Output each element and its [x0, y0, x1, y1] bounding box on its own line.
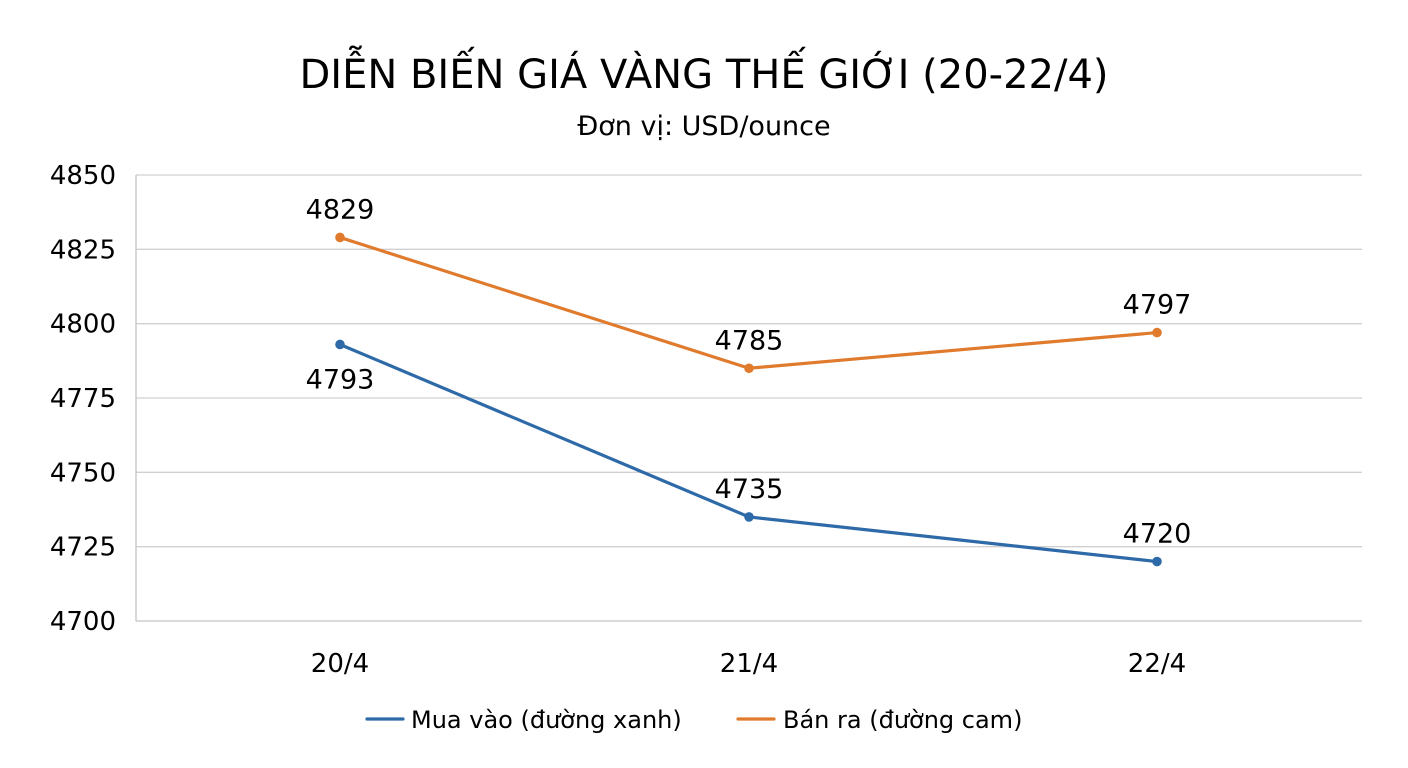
y-tick-label-4850: 4850	[50, 161, 116, 191]
y-axis-ticks: 4700 4725 4750 4775 4800 4825 4850	[50, 161, 116, 637]
series-0: 4793 4735 4720	[306, 339, 1192, 567]
x-tick-label-1: 21/4	[720, 649, 778, 679]
x-axis-ticks: 20/4 21/4 22/4	[311, 649, 1186, 679]
legend-item-1: Bán ra (đường cam)	[736, 706, 1022, 734]
data-point-0-0	[335, 339, 345, 350]
data-label-0-0: 4793	[306, 364, 375, 395]
gridlines	[135, 174, 1362, 622]
legend-label-0: Mua vào (đường xanh)	[411, 706, 682, 734]
x-tick-label-2: 22/4	[1128, 649, 1186, 679]
legend: Mua vào (đường xanh) Bán ra (đường cam)	[365, 706, 1022, 734]
data-label-0-2: 4720	[1123, 519, 1192, 550]
data-label-1-0: 4829	[306, 194, 375, 225]
y-tick-label-4775: 4775	[50, 384, 116, 414]
data-point-1-0	[335, 232, 345, 243]
data-point-0-1	[744, 512, 754, 522]
data-label-1-1: 4785	[715, 325, 784, 356]
data-point-1-1	[744, 363, 754, 374]
data-label-1-2: 4797	[1123, 290, 1192, 321]
legend-item-0: Mua vào (đường xanh)	[365, 706, 682, 734]
data-label-0-1: 4735	[715, 474, 784, 505]
chart-title: DIỄN BIẾN GIÁ VÀNG THẾ GIỚI (20-22/4)	[299, 44, 1108, 98]
data-point-0-2	[1152, 556, 1162, 567]
series-1: 4829 4785 4797	[306, 194, 1192, 374]
x-tick-label-0: 20/4	[311, 649, 369, 679]
y-tick-label-4725: 4725	[50, 533, 116, 563]
series-group: 4793 4735 4720 4829 4785 4797	[306, 194, 1192, 567]
y-tick-label-4825: 4825	[50, 235, 116, 265]
y-tick-label-4750: 4750	[50, 458, 116, 488]
legend-label-1: Bán ra (đường cam)	[783, 706, 1022, 734]
chart-subtitle: Đơn vị: USD/ounce	[577, 111, 830, 142]
series-line-0	[338, 342, 1159, 564]
y-tick-label-4700: 4700	[50, 607, 116, 637]
y-tick-label-4800: 4800	[50, 310, 116, 340]
data-point-1-2	[1152, 327, 1162, 338]
